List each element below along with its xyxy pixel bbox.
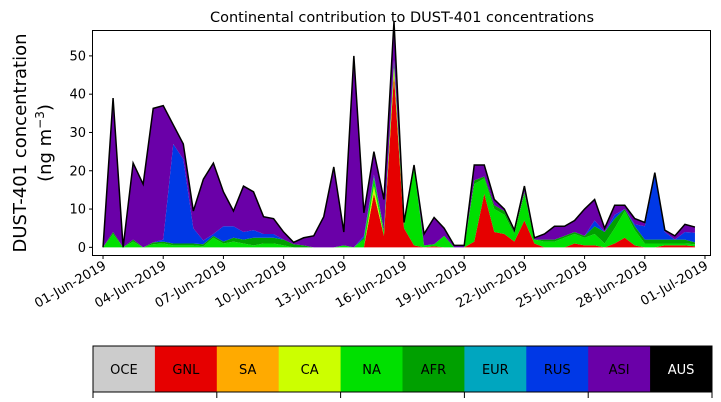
y-axis-label-line2: (ng m−3) xyxy=(33,104,56,182)
y-tick-label: 50 xyxy=(69,49,86,64)
legend-frame xyxy=(92,345,713,393)
area-gnl xyxy=(103,75,695,248)
legend-swatch-aus xyxy=(650,346,713,392)
legend-label-aus: AUS xyxy=(668,363,695,378)
total-concentration-line xyxy=(102,21,696,248)
legend-label-afr: AFR xyxy=(421,363,446,378)
area-afr xyxy=(103,61,695,248)
y-axis-label-unit-prefix: (ng m xyxy=(35,129,56,182)
y-tick-label: 30 xyxy=(69,126,86,141)
legend-swatch-eur xyxy=(464,346,527,392)
legend-swatch-afr xyxy=(402,346,465,392)
legend-swatch-ca xyxy=(278,346,342,392)
chart-title: Continental contribution to DUST-401 con… xyxy=(210,10,594,26)
legend-swatch-rus xyxy=(526,346,589,392)
x-tick-label: 01-Jul-2019 xyxy=(638,258,711,309)
legend-label-gnl: GNL xyxy=(172,363,200,378)
legend-swatch-asi xyxy=(588,346,651,392)
legend-label-ca: CA xyxy=(301,363,319,378)
y-axis: 0 10 20 30 40 50 xyxy=(69,49,93,256)
y-tick-label: 0 xyxy=(78,241,86,256)
y-axis-label: DUST-401 concentration (ng m−3) xyxy=(10,33,56,252)
legend-label-rus: RUS xyxy=(544,363,571,378)
legend-swatch-sa xyxy=(216,346,280,392)
legend-label-asi: ASI xyxy=(609,363,630,378)
legend-swatch-oce xyxy=(93,346,156,392)
legend-label-na: NA xyxy=(362,363,381,378)
x-axis: 01-Jun-201904-Jun-201907-Jun-201910-Jun-… xyxy=(32,255,711,311)
y-axis-label-unit-suffix: ) xyxy=(35,104,56,111)
legend-label-eur: EUR xyxy=(482,363,509,378)
legend-swatch-gnl xyxy=(154,346,218,392)
y-axis-label-line1: DUST-401 concentration xyxy=(10,33,31,252)
y-axis-label-unit-exponent: −3 xyxy=(33,111,47,129)
plot-frame xyxy=(92,30,711,256)
legend-label-oce: OCE xyxy=(110,363,138,378)
y-tick-label: 20 xyxy=(69,164,86,179)
region-colorbar-legend: OCE GNL SA CA NA AFR EUR RUS ASI AUS xyxy=(92,345,713,398)
y-tick-label: 10 xyxy=(69,203,86,218)
y-tick-label: 40 xyxy=(69,88,86,103)
legend-label-sa: SA xyxy=(239,363,256,378)
legend-swatch-na xyxy=(340,346,403,392)
